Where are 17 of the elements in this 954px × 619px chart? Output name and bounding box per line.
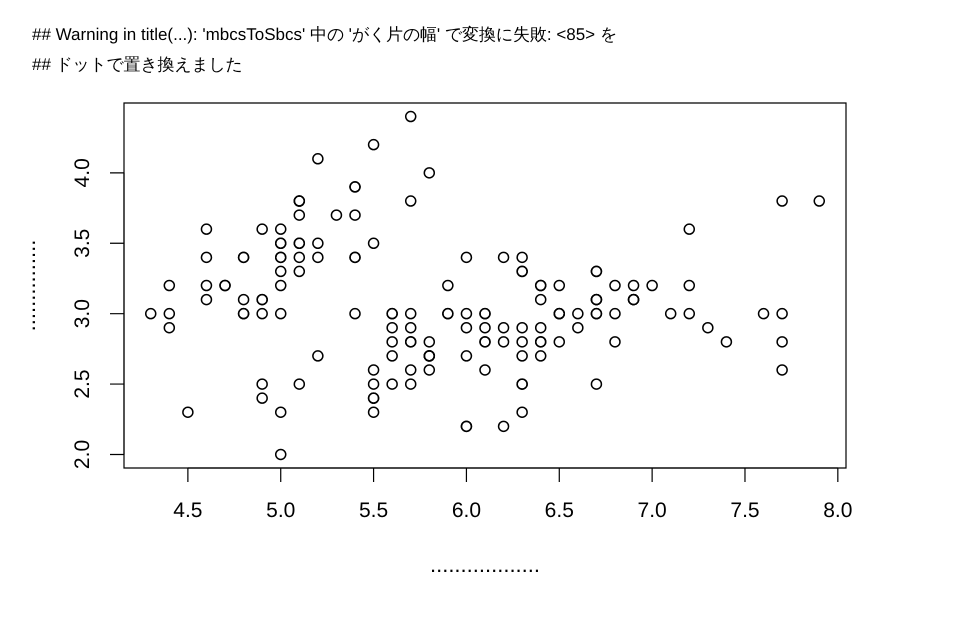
y-tick-label: 3.5: [70, 228, 94, 258]
x-axis-title: ..................: [430, 552, 540, 577]
y-tick-label: 2.0: [70, 440, 94, 470]
x-tick-label: 8.0: [823, 498, 852, 522]
x-tick-label: 5.0: [266, 498, 296, 522]
x-tick-label: 7.5: [730, 498, 760, 522]
x-tick-label: 5.5: [358, 498, 388, 522]
y-tick-label: 3.0: [70, 299, 94, 328]
x-tick-label: 6.0: [452, 498, 482, 522]
text: ## ドットで置き換えました: [32, 54, 243, 76]
y-axis-title: ...............: [15, 240, 40, 332]
x-tick-label: 4.5: [173, 498, 202, 522]
x-tick-label: 7.0: [638, 498, 667, 522]
y-tick-label: 2.5: [70, 369, 94, 399]
x-tick-label: 6.5: [544, 498, 574, 522]
y-tick-label: 4.0: [70, 158, 94, 188]
text: ## Warning in title(...): 'mbcsToSbcs' 中の 'がく片の幅' で変換に失敗: <85> を: [32, 24, 617, 46]
